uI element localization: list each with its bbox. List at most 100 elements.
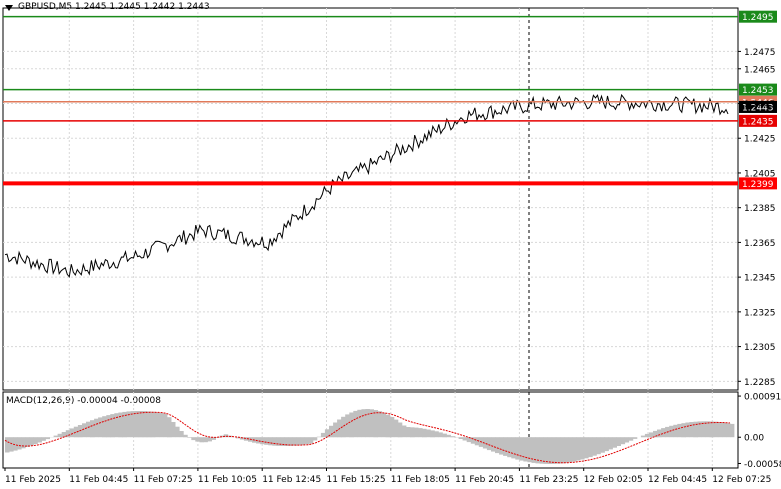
price-tick-label: 1.2365 <box>744 239 776 249</box>
macd-histogram-bar <box>61 432 67 438</box>
macd-histogram-bar <box>102 416 107 438</box>
macd-histogram-bar <box>187 437 192 438</box>
macd-histogram-bar <box>162 413 168 438</box>
macd-histogram-bar <box>640 435 646 438</box>
time-tick-label: 11 Feb 10:05 <box>198 475 257 485</box>
macd-histogram-bar <box>207 437 212 442</box>
macd-histogram-bar <box>268 437 273 446</box>
macd-histogram-bar <box>304 437 310 445</box>
macd-histogram-bar <box>547 437 553 464</box>
macd-tick-label: 0.00091 <box>744 393 781 403</box>
level-label-bg <box>739 114 777 127</box>
macd-histogram-bar <box>616 437 621 446</box>
macd-histogram-bar <box>632 437 638 439</box>
macd-histogram-bar <box>503 437 508 456</box>
price-tick-label: 1.2285 <box>744 378 776 388</box>
macd-histogram-bar <box>191 437 196 441</box>
time-tick-label: 12 Feb 02:05 <box>584 475 643 485</box>
macd-title: MACD(12,26,9) -0.00004 -0.00008 <box>6 396 162 406</box>
macd-histogram-bar <box>539 437 545 464</box>
price-tick-label: 1.2325 <box>744 308 776 318</box>
time-tick-label: 11 Feb 04:45 <box>69 475 128 485</box>
macd-histogram-bar <box>98 417 103 438</box>
macd-histogram-bar <box>567 437 573 463</box>
macd-histogram-bar <box>195 437 200 442</box>
macd-histogram-bar <box>33 437 38 444</box>
price-tick-label: 1.2405 <box>744 169 776 179</box>
macd-histogram-bar <box>393 419 399 438</box>
time-tick-label: 11 Feb 07:25 <box>134 475 193 485</box>
macd-histogram-bar <box>69 428 75 438</box>
macd-histogram-bar <box>572 437 577 462</box>
macd-histogram-bar <box>661 428 666 438</box>
macd-histogram-bar <box>446 434 451 438</box>
macd-histogram-bar <box>713 421 719 438</box>
macd-histogram-bar <box>110 414 115 438</box>
macd-histogram-bar <box>405 427 411 438</box>
macd-histogram-bar <box>551 437 557 464</box>
macd-panel-frame <box>2 391 739 469</box>
macd-histogram-bar <box>142 411 148 438</box>
macd-histogram-bar <box>414 427 419 438</box>
macd-histogram-bar <box>130 411 136 438</box>
macd-histogram-bar <box>86 421 91 438</box>
level-label: 1.2443 <box>742 103 774 113</box>
macd-histogram-bar <box>697 421 702 438</box>
macd-histogram-bar <box>470 437 476 444</box>
macd-histogram-bar <box>604 437 609 452</box>
level-label: 1.2495 <box>742 13 774 23</box>
macd-histogram-bar <box>316 436 322 438</box>
price-line <box>4 93 729 278</box>
macd-histogram-bar <box>308 437 314 444</box>
level-label: 1.2453 <box>742 86 774 96</box>
macd-histogram-bar <box>677 423 682 438</box>
macd-histogram-bar <box>377 411 383 438</box>
macd-histogram-bar <box>373 410 379 438</box>
macd-histogram-bar <box>689 422 694 438</box>
macd-tick-label: -0.00058 <box>744 460 781 470</box>
macd-histogram-bar <box>434 431 439 438</box>
macd-histogram-bar <box>693 421 698 438</box>
macd-tick-label: 0.00 <box>744 434 764 444</box>
macd-histogram-bar <box>385 414 391 438</box>
macd-histogram-bar <box>361 409 366 438</box>
macd-histogram-bar <box>628 437 634 441</box>
macd-histogram-bar <box>381 412 387 438</box>
macd-histogram-bar <box>644 433 650 438</box>
price-tick-label: 1.2425 <box>744 135 776 145</box>
macd-histogram-bar <box>511 437 516 459</box>
macd-histogram-bar <box>25 437 30 447</box>
macd-histogram-bar <box>41 437 46 441</box>
macd-histogram-bar <box>296 437 302 446</box>
price-tick-label: 1.2465 <box>744 65 776 75</box>
macd-histogram-bar <box>648 432 654 438</box>
time-tick-label: 11 Feb 20:45 <box>455 475 514 485</box>
macd-histogram-bar <box>725 423 731 438</box>
macd-histogram-bar <box>474 437 480 446</box>
macd-histogram-bar <box>422 428 427 438</box>
macd-histogram-bar <box>681 423 686 438</box>
macd-histogram-bar <box>608 437 613 450</box>
macd-histogram-bar <box>13 437 18 451</box>
macd-histogram-bar <box>620 437 626 445</box>
macd-histogram-bar <box>345 414 350 438</box>
macd-histogram-bar <box>466 437 472 443</box>
macd-histogram-bar <box>94 418 99 438</box>
macd-histogram-bar <box>559 437 565 464</box>
time-tick-label: 11 Feb 15:25 <box>327 475 386 485</box>
macd-histogram-bar <box>324 429 330 438</box>
macd-histogram-bar <box>154 412 160 438</box>
macd-histogram-bar <box>134 411 140 438</box>
macd-histogram-bar <box>507 437 512 458</box>
macd-histogram-bar <box>580 437 585 460</box>
macd-histogram-bar <box>701 421 707 438</box>
macd-histogram-bar <box>5 437 10 453</box>
macd-histogram-bar <box>21 437 26 449</box>
macd-histogram-bar <box>669 425 674 438</box>
macd-histogram-bar <box>17 437 22 450</box>
macd-histogram-bar <box>389 417 395 438</box>
macd-histogram-bar <box>256 437 261 444</box>
macd-histogram-bar <box>685 422 690 438</box>
